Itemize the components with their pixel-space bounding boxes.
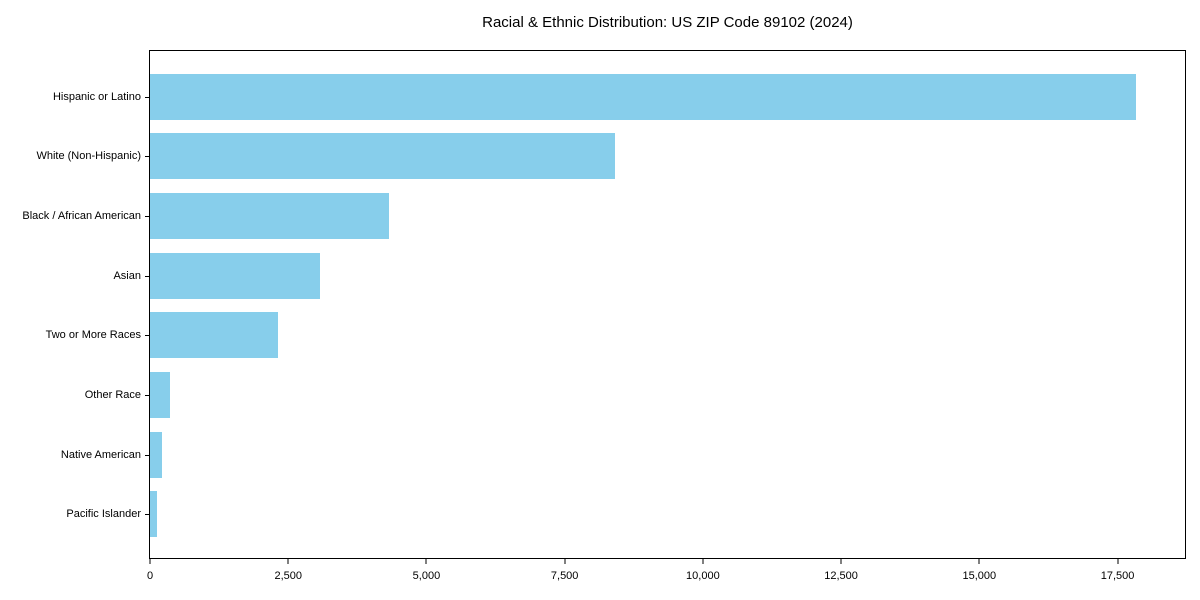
bar (150, 193, 390, 240)
bar-row: Native American (61, 425, 1185, 485)
x-tick-mark (564, 559, 566, 564)
y-tick-label: Native American (60, 448, 141, 461)
bar (150, 371, 170, 418)
bar-row: Two or More Races (46, 306, 1185, 366)
bar-row: Other Race (85, 365, 1185, 425)
x-tick-label: 7,500 (550, 570, 579, 582)
y-tick-mark (145, 335, 150, 337)
bar (150, 431, 162, 478)
bar (150, 491, 157, 538)
y-tick-label: Pacific Islander (66, 508, 141, 521)
y-tick-mark (145, 156, 150, 158)
x-tick-mark (149, 559, 151, 564)
x-tick-label: 5,000 (412, 570, 441, 582)
x-tick-mark (1117, 559, 1119, 564)
y-tick-label: White (Non-Hispanic) (36, 150, 141, 163)
y-tick-label: Asian (113, 269, 141, 282)
x-tick-label: 2,500 (274, 570, 302, 582)
x-tick-label: 10,000 (686, 570, 720, 582)
y-tick-mark (145, 454, 150, 456)
bar-row: Pacific Islander (66, 484, 1185, 544)
y-tick-mark (145, 96, 150, 98)
chart-title: Racial & Ethnic Distribution: US ZIP Cod… (482, 14, 853, 31)
y-tick-label: Other Race (84, 388, 141, 401)
bar (150, 73, 1136, 120)
x-tick-mark (702, 559, 704, 564)
bar (150, 133, 615, 180)
y-tick-label: Two or More Races (45, 329, 141, 342)
bar-row: Hispanic or Latino (53, 67, 1185, 127)
x-tick-label: 0 (146, 570, 154, 582)
bar (150, 252, 320, 299)
bar-row: Black / African American (22, 186, 1185, 246)
x-tick-mark (840, 559, 842, 564)
y-tick-mark (145, 216, 150, 218)
x-tick-mark (425, 559, 427, 564)
bar-row: Asian (113, 246, 1185, 306)
x-tick-mark (978, 559, 980, 564)
x-tick-mark (287, 559, 289, 564)
bar (150, 312, 278, 359)
y-tick-mark (145, 394, 150, 396)
bars-container: Hispanic or Latino White (Non-Hispanic) Bl… (22, 67, 1185, 544)
y-tick-label: Hispanic or Latino (52, 90, 141, 103)
x-tick-label: 15,000 (962, 570, 997, 582)
x-tick-label: 17,500 (1100, 570, 1135, 582)
y-tick-mark (145, 514, 150, 516)
plot-area: Hispanic or Latino White (Non-Hispanic) Bl… (22, 50, 1186, 582)
y-tick-mark (145, 275, 150, 277)
bar-row: White (Non-Hispanic) (36, 127, 1185, 187)
y-tick-label: Black / African American (22, 210, 141, 223)
x-tick-label: 12,500 (824, 570, 858, 582)
